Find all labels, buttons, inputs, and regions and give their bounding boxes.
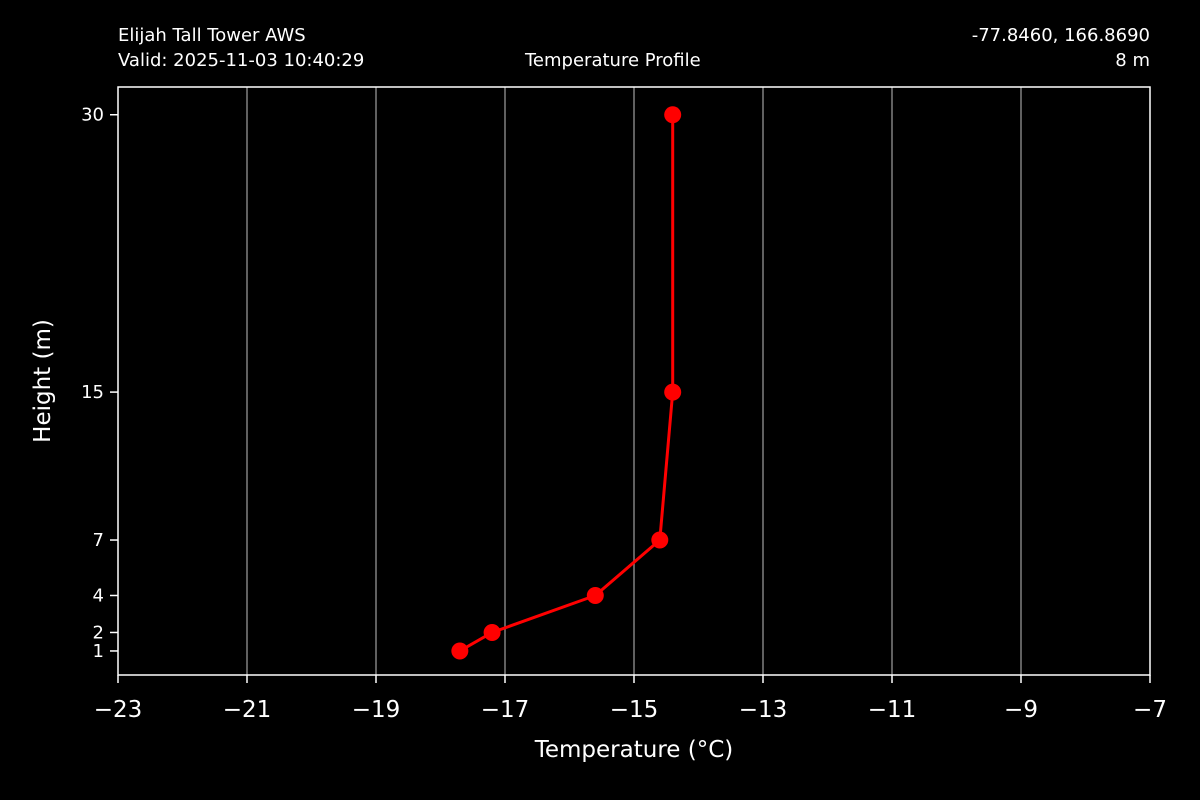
x-tick-label: −7 [1133,697,1167,723]
y-tick-label: 4 [93,585,104,606]
data-point [483,623,501,641]
y-tick-label: 7 [93,530,104,551]
y-axis: 12 4 7 15 30 [81,105,118,662]
data-point [586,586,604,604]
x-tick-label: −11 [868,697,917,723]
x-tick-label: −23 [94,697,143,723]
series-layer [451,106,682,660]
valid-time: Valid: 2025-11-03 10:40:29 [118,50,365,71]
temperature-profile-line [459,114,675,653]
x-tick-label: −21 [223,697,272,723]
data-point [664,383,682,401]
y-tick-label: 1 [93,641,104,662]
chart-title: Temperature Profile [525,50,701,71]
x-axis-label: Temperature (°C) [534,737,734,763]
station-elevation: 8 m [1115,50,1150,71]
data-point [651,531,669,549]
x-tick-label: −13 [739,697,788,723]
x-axis: −23 −21 −19 −17 −15 −13 −11 −9 −7 [94,675,1167,723]
x-tick-label: −19 [352,697,401,723]
x-tick-label: −9 [1004,697,1038,723]
y-axis-label: Height (m) [30,319,56,443]
y-tick-label: 15 [81,382,104,403]
station-name: Elijah Tall Tower AWS [118,25,306,46]
x-tick-label: −15 [610,697,659,723]
data-point [664,106,682,124]
y-tick-label: 30 [81,105,104,126]
data-point [451,642,469,660]
station-coordinates: -77.8460, 166.8690 [971,25,1150,46]
grid-lines [246,87,1022,675]
y-tick-label: 2 [93,622,104,643]
x-tick-label: −17 [481,697,530,723]
